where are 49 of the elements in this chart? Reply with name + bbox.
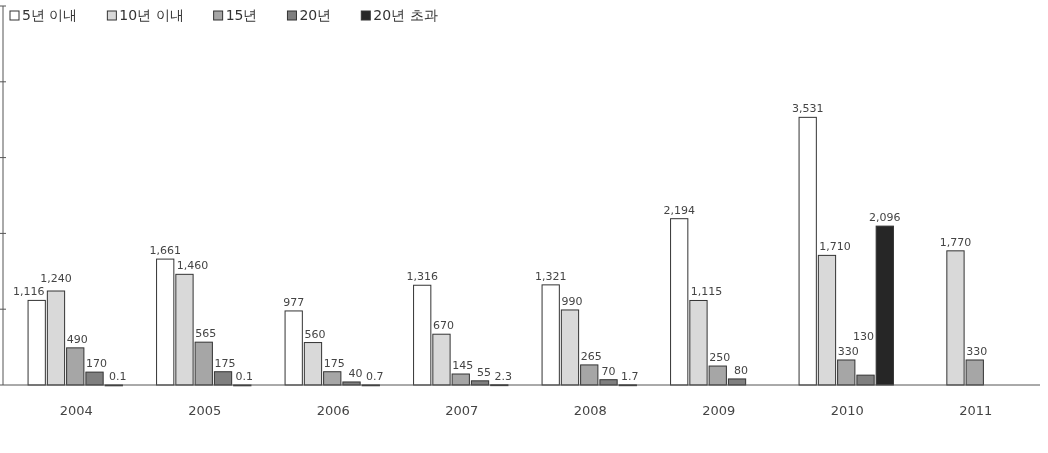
data-label: 250 xyxy=(709,351,731,365)
data-label: 175 xyxy=(323,356,345,370)
data-label: 2,194 xyxy=(663,203,695,217)
x-tick-label: 2010 xyxy=(830,403,864,418)
data-label: 175 xyxy=(214,356,236,370)
data-label: 70 xyxy=(601,364,616,378)
legend-label: 20년 초과 xyxy=(373,7,438,23)
x-tick-label: 2004 xyxy=(59,403,93,418)
data-label: 2,096 xyxy=(869,211,901,225)
data-label: 1,115 xyxy=(690,285,723,299)
data-label: 1,770 xyxy=(939,235,972,249)
data-label: 145 xyxy=(452,359,474,373)
data-label: 1,316 xyxy=(406,270,438,284)
data-label: 40 xyxy=(348,366,363,380)
data-label: 990 xyxy=(561,294,583,308)
x-tick-label: 2005 xyxy=(188,403,222,418)
data-label: 490 xyxy=(66,332,88,346)
legend-label: 20년 xyxy=(299,7,332,23)
data-label: 1.7 xyxy=(621,369,639,383)
data-label: 977 xyxy=(283,295,305,309)
legend-label: 5년 이내 xyxy=(22,7,78,23)
data-label: 55 xyxy=(477,365,492,379)
x-tick-label: 2009 xyxy=(702,403,736,418)
data-label: 130 xyxy=(853,330,875,344)
x-tick-label: 2007 xyxy=(445,403,479,418)
data-label: 3,531 xyxy=(791,102,824,116)
data-label: 170 xyxy=(86,357,108,371)
x-tick-label: 2006 xyxy=(316,403,350,418)
data-label: 670 xyxy=(432,319,454,333)
data-label: 0.1 xyxy=(235,369,254,383)
data-label: 1,661 xyxy=(149,244,181,258)
x-tick-label: 2008 xyxy=(573,403,607,418)
legend-label: 15년 xyxy=(225,7,258,23)
data-label: 2.3 xyxy=(494,369,513,383)
data-label: 330 xyxy=(837,344,859,358)
data-label: 330 xyxy=(966,344,988,358)
data-label: 560 xyxy=(304,327,326,341)
data-label: 1,240 xyxy=(40,272,72,286)
data-label: 1,710 xyxy=(819,240,851,254)
data-label: 1,460 xyxy=(176,259,209,273)
x-tick-label: 2011 xyxy=(959,403,993,418)
data-label: 0.7 xyxy=(366,369,384,383)
legend-label: 10년 이내 xyxy=(119,7,184,23)
data-label: 80 xyxy=(734,363,749,377)
data-label: 265 xyxy=(580,349,602,363)
data-label: 1,321 xyxy=(534,269,567,283)
data-label: 565 xyxy=(195,327,217,341)
data-label: 1,116 xyxy=(12,285,45,299)
data-label: 0.1 xyxy=(109,369,127,383)
